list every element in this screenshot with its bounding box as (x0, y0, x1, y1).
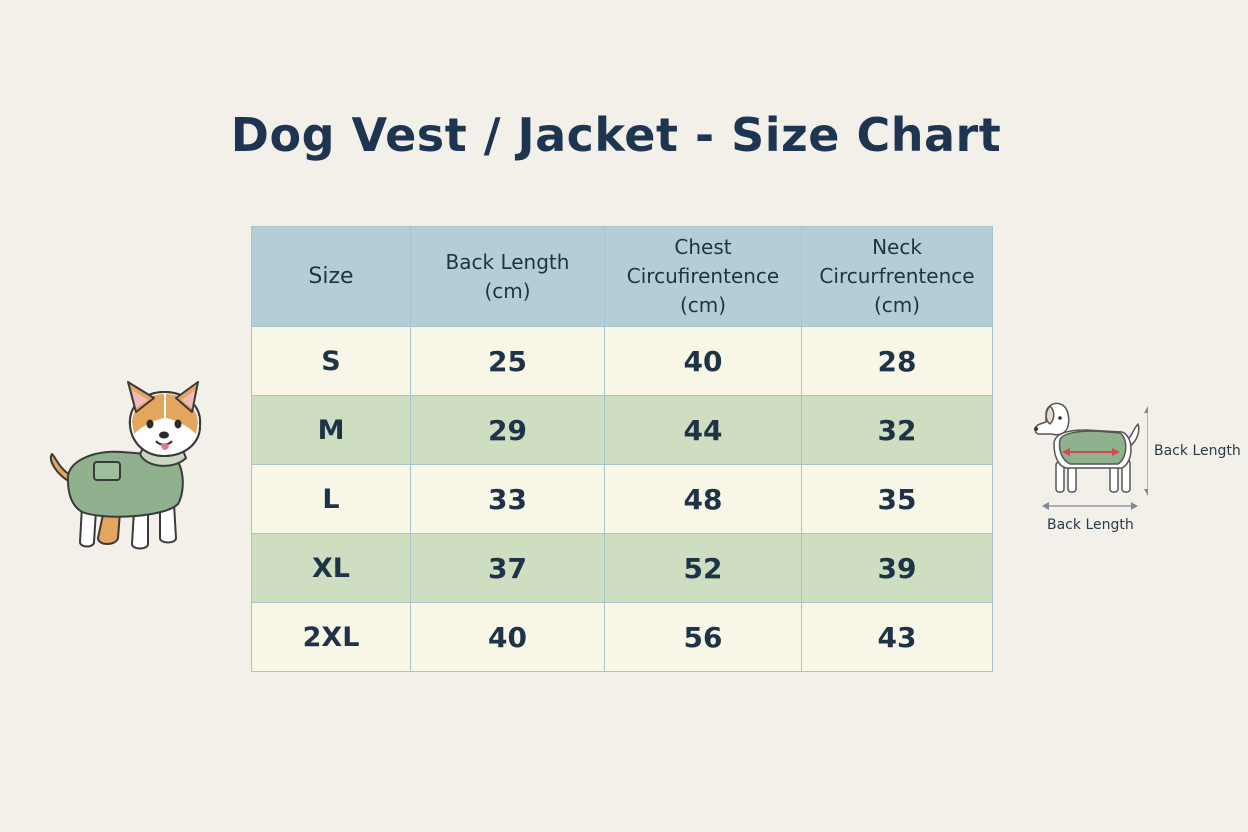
column-header-neck: Neck Circurfrentence (cm) (801, 226, 993, 327)
column-header-size: Size (251, 226, 411, 327)
table-row: L 33 48 35 (251, 464, 993, 534)
corgi-in-vest-icon (50, 381, 202, 550)
cell-chest: 56 (604, 602, 802, 672)
cell-neck: 32 (801, 395, 993, 465)
cell-size: M (251, 395, 411, 465)
size-table: Size Back Length (cm) Chest Circufirente… (251, 226, 993, 672)
back-length-bottom-label: Back Length (1047, 517, 1134, 533)
table-row: XL 37 52 39 (251, 533, 993, 603)
cell-chest: 48 (604, 464, 802, 534)
cell-back-length: 29 (410, 395, 605, 465)
table-row: M 29 44 32 (251, 395, 993, 465)
cell-neck: 39 (801, 533, 993, 603)
cell-back-length: 37 (410, 533, 605, 603)
cell-chest: 44 (604, 395, 802, 465)
dog-measurement-icon (1034, 402, 1148, 510)
page-title: Dog Vest / Jacket - Size Chart (230, 108, 1002, 162)
cell-chest: 40 (604, 326, 802, 396)
cell-back-length: 33 (410, 464, 605, 534)
cell-size: L (251, 464, 411, 534)
cell-back-length: 25 (410, 326, 605, 396)
table-row: 2XL 40 56 43 (251, 602, 993, 672)
cell-size: 2XL (251, 602, 411, 672)
table-row: S 25 40 28 (251, 326, 993, 396)
back-length-side-label: Back Length (1154, 443, 1241, 459)
column-header-chest: Chest Circufirentence (cm) (604, 226, 802, 327)
cell-neck: 43 (801, 602, 993, 672)
column-header-back-length: Back Length (cm) (410, 226, 605, 327)
cell-size: XL (251, 533, 411, 603)
cell-chest: 52 (604, 533, 802, 603)
cell-size: S (251, 326, 411, 396)
cell-neck: 35 (801, 464, 993, 534)
table-header-row: Size Back Length (cm) Chest Circufirente… (251, 226, 993, 327)
cell-neck: 28 (801, 326, 993, 396)
cell-back-length: 40 (410, 602, 605, 672)
